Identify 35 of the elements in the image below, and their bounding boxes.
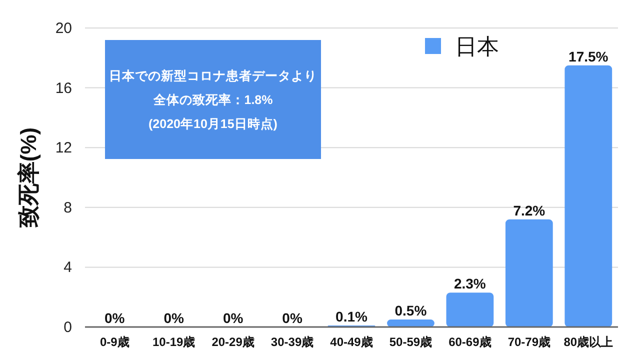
annotation: (2020年10月15日時点)	[148, 116, 278, 131]
data-label: 2.3%	[454, 276, 486, 292]
legend-label: 日本	[455, 34, 499, 59]
x-tick-label: 50-59歳	[389, 335, 432, 349]
data-label: 0%	[282, 310, 303, 326]
y-axis-title: 致死率(%)	[16, 127, 41, 229]
bar	[446, 292, 494, 327]
x-tick-label: 40-49歳	[330, 335, 373, 349]
y-tick-label: 20	[55, 20, 72, 37]
x-tick-label: 30-39歳	[270, 335, 314, 349]
data-label: 17.5%	[568, 48, 609, 64]
bar	[564, 65, 612, 327]
data-label: 0.5%	[394, 302, 428, 319]
note-box: 日本での新型コロナ患者データより 全体の致死率：1.8% (2020年10月15日時点)	[105, 40, 321, 159]
data-label: 0%	[164, 310, 184, 326]
y-tick-label: 8	[64, 199, 72, 216]
x-tick-label: 20-29歳	[212, 335, 254, 349]
y-tick-label: 0	[64, 319, 72, 336]
bar	[505, 219, 553, 327]
x-tick-label: 80歳以上	[564, 335, 614, 349]
y-tick-label: 16	[55, 80, 72, 97]
x-tick-label: 10-19歳	[152, 335, 196, 349]
bar	[387, 320, 434, 327]
x-tick-label: 0-9歳	[100, 335, 130, 349]
x-tick-label: 60-69歳	[448, 335, 492, 349]
data-label: 0%	[104, 310, 126, 326]
data-label: 0%	[222, 310, 244, 326]
legend: 日本	[425, 34, 499, 59]
y-tick-label: 12	[55, 140, 72, 157]
x-tick-label: 70-79歳	[508, 335, 551, 349]
y-tick-label: 4	[64, 259, 72, 276]
annotation: 日本での新型コロナ患者データより	[109, 68, 317, 83]
annotation: 全体の致死率：1.8%	[152, 92, 273, 107]
data-label: 7.2%	[513, 202, 546, 218]
data-label: 0.1%	[336, 308, 368, 325]
